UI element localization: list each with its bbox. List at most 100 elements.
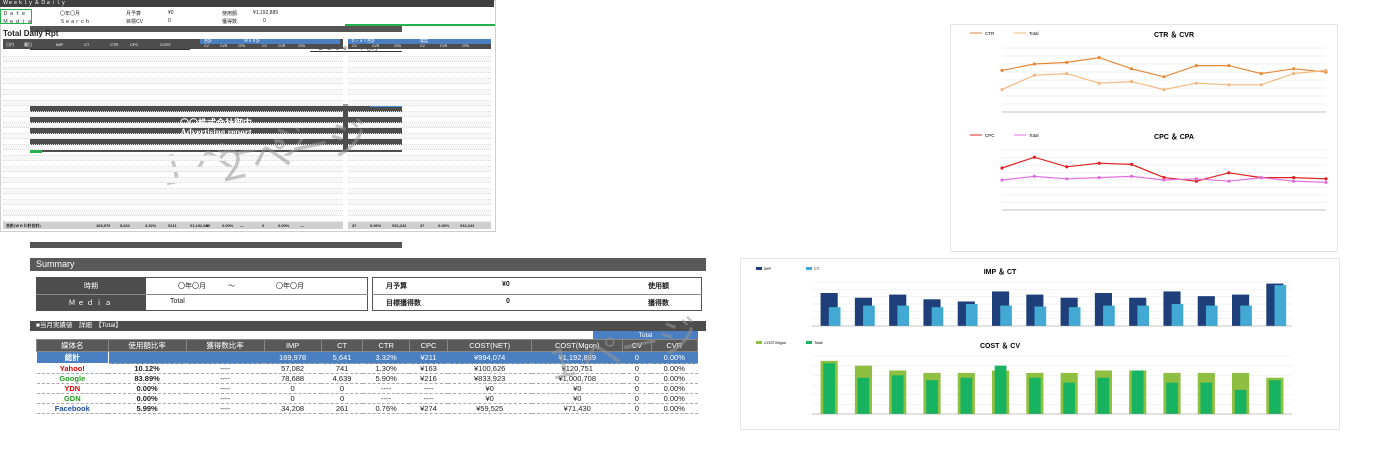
summary-cell-ctr: 3.32% [362,351,410,364]
daily-right-row-line [348,210,491,216]
data-point [1032,174,1036,178]
daily-row-line [3,155,343,161]
summary-cell-ctr: ---- [362,393,410,404]
legend-label: CPC [985,133,995,138]
summary-col-header: COST(NET) [447,339,533,352]
summary-budget-divider [372,294,702,295]
summary-table-row: Yahoo! 10.12% ---- 57,082 741 1.30% ¥163 ¥100,6… [36,363,698,374]
summary-cell-cv: 0 [622,403,652,414]
daily-cv-label: 獲得数 [222,19,238,25]
daily-right-row-line [348,62,491,68]
daily-row-line [3,177,343,183]
summary-cell-net: ¥59,525 [447,403,532,414]
cover-title-2: Advertising report [180,127,252,137]
summary-cell-cpc: ¥216 [409,373,448,384]
daily-row-line [3,183,343,189]
chart-panel-bottom [740,258,1340,430]
data-point [1292,179,1296,183]
summary-cell-ratio: 83.89% [108,373,187,384]
daily-green-line [345,24,495,26]
daily-row-line [3,150,343,156]
daily-cv-target-label: 目標CV [126,19,143,25]
daily-right-sub-header: CV [420,44,425,48]
daily-group2: Ｗｅｂ計 [244,38,260,43]
daily-row-line [3,62,343,68]
summary-cell-name: Google [36,373,109,384]
bar [1171,304,1184,326]
data-point [1000,88,1004,92]
daily-right-row-line [348,161,491,167]
daily-sub-header: CVR [220,44,228,48]
daily-row-line [3,210,343,216]
daily-row-line [3,166,343,172]
daily-row-line [3,78,343,84]
daily-row-line [3,216,343,222]
summary-cell-ct: 0 [321,393,363,404]
summary-cell-cpc: ---- [409,393,448,404]
bar [891,375,904,414]
bar [1034,306,1047,326]
daily-right-footer-value: 37 [352,223,357,228]
data-point [1130,162,1134,166]
daily-right-sub-header: CVR [372,44,380,48]
bar [1269,380,1281,414]
summary-period-to: 〇年〇月 [276,283,304,290]
summary-table-row: 総計 169,978 5,641 3.32% ¥211 ¥994,074 ¥1,192,88… [36,351,698,364]
daily-footer-value: ¥211 [168,223,177,228]
summary-cell-name: Yahoo! [36,363,109,374]
daily-footer-value: 5,641 [120,223,131,228]
data-point [1227,83,1231,87]
summary-table-row: GDN 0.00% ---- 0 0 ---- ---- ¥0 ¥0 0 0.00% [36,393,698,404]
bar [897,305,910,326]
daily-right-group [348,39,491,44]
daily-right-row-line [348,56,491,62]
daily-row-line [3,188,343,194]
legend-swatch [806,341,812,344]
daily-footer-value: --- [240,223,244,228]
bar [960,377,973,414]
bar [823,363,835,414]
data-point [1162,88,1166,92]
daily-right-footer [348,222,491,229]
bar [1103,305,1115,326]
daily-row-line [3,199,343,205]
daily-row-line [3,89,343,95]
daily-right-row-line [348,73,491,79]
bar [1205,305,1218,326]
summary-cell-cv: 0 [622,393,652,404]
data-point [1097,81,1101,85]
summary-table-body: 総計 169,978 5,641 3.32% ¥211 ¥994,074 ¥1,192,88… [36,351,698,414]
daily-right-sub-header: CPA [462,44,469,48]
daily-right-row-line [348,122,491,128]
daily-right-sub-header: CPA [394,44,401,48]
summary-cell-ctr: 1.30% [362,363,410,374]
daily-row-line [3,172,343,178]
data-point [1292,67,1296,71]
data-point [1065,177,1069,181]
data-point [1032,155,1036,159]
daily-right-row-line [348,183,491,189]
data-point [1194,177,1198,181]
summary-col-header: CPC [408,339,449,352]
summary-cell-cvr: 0.00% [651,393,698,404]
data-point [1259,72,1263,76]
summary-spend-label: 使用額 [648,283,669,290]
summary-cell-net: ¥994,074 [447,351,532,364]
summary-cell-net: ¥0 [447,393,532,404]
summary-cell-imp: 0 [264,383,322,394]
data-point [1097,161,1101,165]
summary-total-tab[interactable]: Total [593,331,698,341]
daily-row-line [3,73,343,79]
summary-cell-mgon: ¥0 [531,383,623,394]
daily-row-line [3,111,343,117]
summary-cell-imp: 57,082 [264,363,322,374]
daily-right-sub-header: CVR [440,44,448,48]
legend-swatch [756,267,762,270]
daily-sub-header: CPA [238,44,245,48]
summary-cell-cvr: 0.00% [651,403,698,414]
daily-row-line [3,117,343,123]
summary-cell-ratio: 10.12% [108,363,187,374]
data-point [1162,178,1166,182]
summary-cell-cv_ratio: ---- [186,373,265,384]
summary-cell-ctr: ---- [362,383,410,394]
